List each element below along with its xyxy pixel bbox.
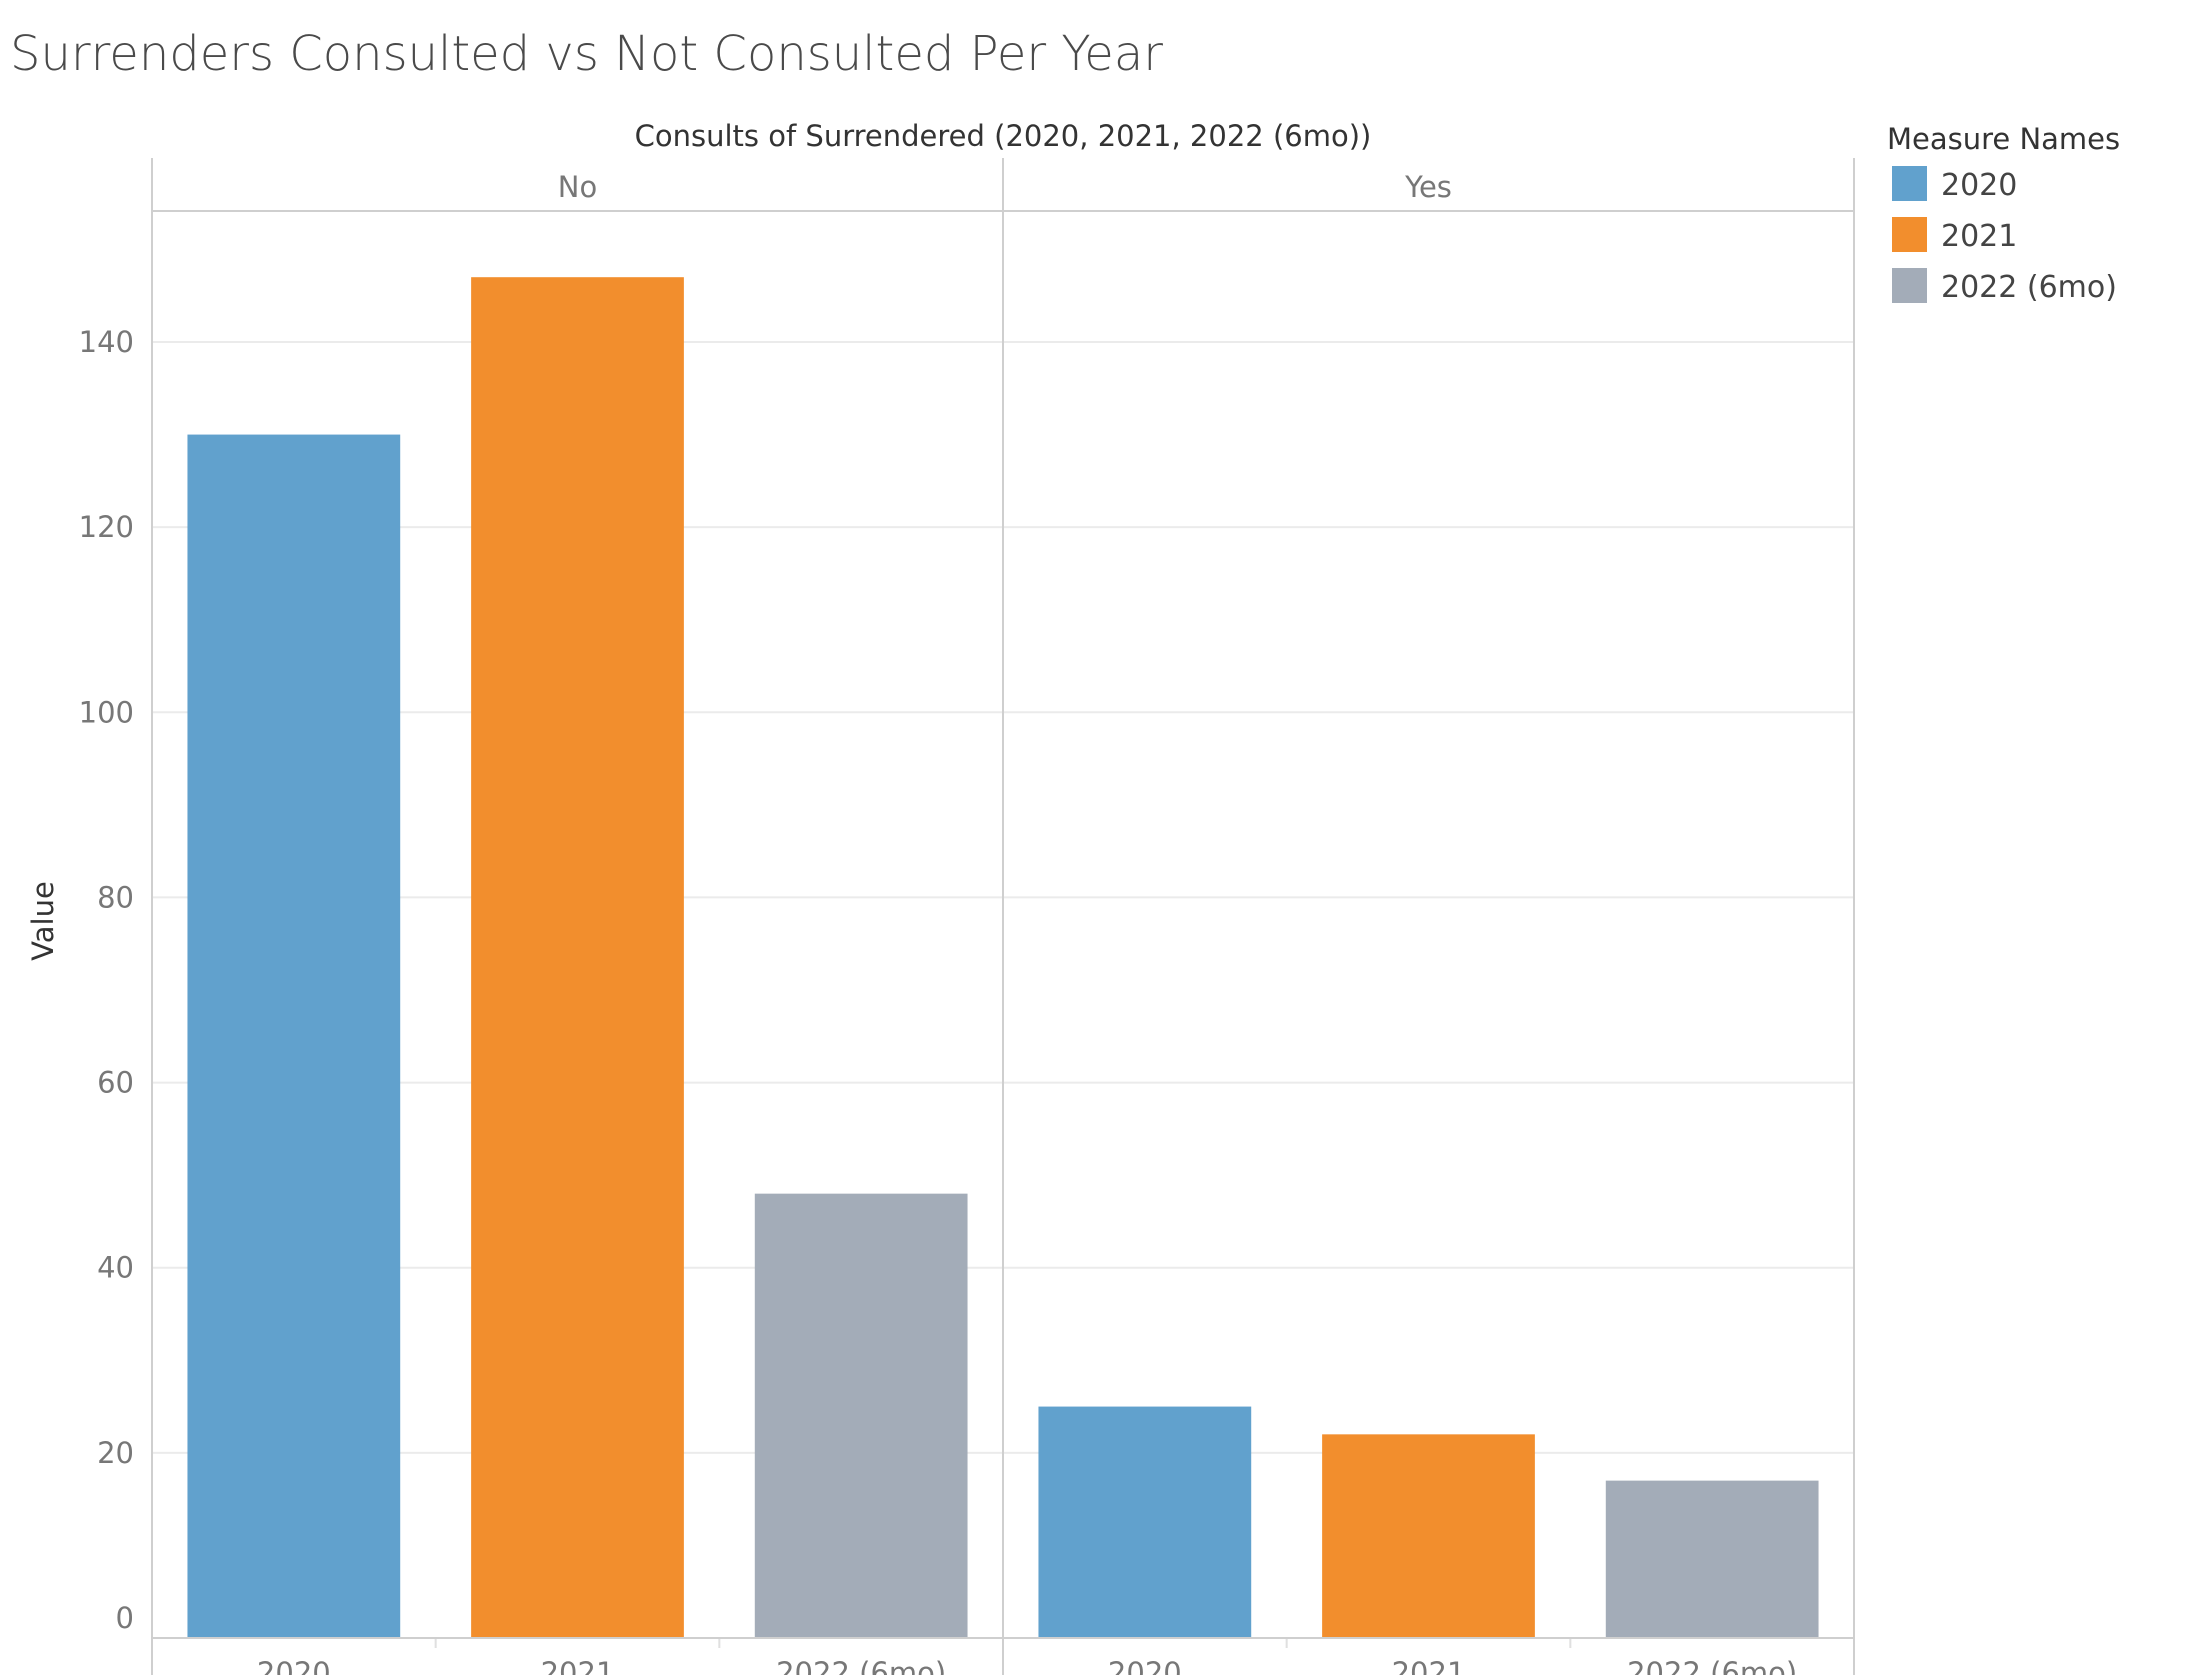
bar[interactable] <box>187 434 401 1639</box>
y-tick-label: 0 <box>116 1601 134 1635</box>
legend-swatch <box>1892 166 1927 201</box>
legend-item-label: 2020 <box>1941 168 2017 203</box>
bar[interactable] <box>1605 1480 1819 1638</box>
x-tick-label: 2022 (6mo) <box>1627 1656 1797 1675</box>
y-tick-label: 80 <box>97 880 134 914</box>
legend-title: Measure Names <box>1887 122 2120 156</box>
y-tick-label: 40 <box>97 1251 134 1285</box>
legend-swatch <box>1892 268 1927 303</box>
x-tick-label: 2021 <box>1392 1656 1466 1675</box>
x-tick-label: 2022 (6mo) <box>776 1656 946 1675</box>
y-tick-label: 120 <box>79 510 134 544</box>
panel-header-no: No <box>558 170 597 204</box>
bar[interactable] <box>1038 1406 1252 1638</box>
panel-header-yes: Yes <box>1404 170 1452 204</box>
plot-area: 0 20 40 60 80 100 120 140 No 2020 2021 2022 (6mo) Ye… <box>79 158 1855 1675</box>
bar[interactable] <box>754 1193 968 1638</box>
chart-title: Surrenders Consulted vs Not Consulted Pe… <box>10 26 1163 82</box>
y-tick-label: 140 <box>79 325 134 359</box>
x-tick-label: 2020 <box>257 1656 331 1675</box>
y-tick-label: 100 <box>79 695 134 729</box>
legend-swatch <box>1892 217 1927 252</box>
x-tick-label: 2021 <box>541 1656 615 1675</box>
chart-subtitle: Consults of Surrendered (2020, 2021, 202… <box>635 119 1372 153</box>
bar[interactable] <box>471 277 684 1639</box>
y-tick-label: 60 <box>97 1066 134 1100</box>
bar[interactable] <box>1322 1434 1535 1638</box>
legend-item-label: 2021 <box>1941 219 2017 254</box>
legend-item-label: 2022 (6mo) <box>1941 270 2117 305</box>
x-tick-label: 2020 <box>1108 1656 1182 1675</box>
y-axis-label: Value <box>26 881 60 961</box>
y-tick-label: 20 <box>97 1436 134 1470</box>
legend[interactable]: Measure Names 2020 2021 2022 (6mo) <box>1887 122 2120 305</box>
